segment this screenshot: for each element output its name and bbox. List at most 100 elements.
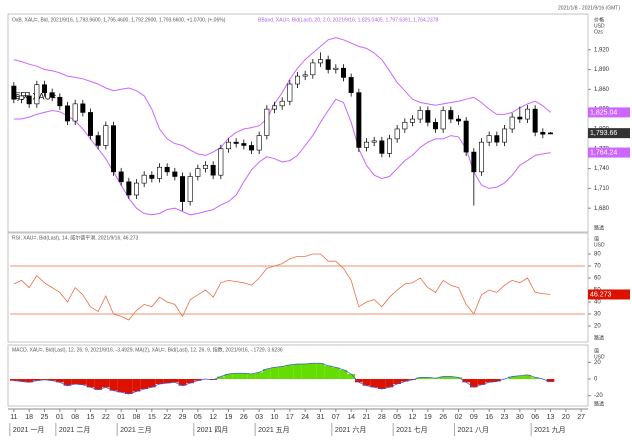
candle-body [149, 174, 155, 179]
axis-title: USD [594, 354, 605, 360]
candle-body [103, 125, 109, 146]
month-label: 2021 七月 [396, 425, 428, 434]
macd-bar [362, 379, 371, 386]
macd-bar [71, 379, 79, 384]
macd-bar [546, 379, 555, 382]
x-tick-label: 19 [424, 414, 432, 421]
candle-body [524, 108, 530, 120]
candle-body [348, 77, 354, 93]
x-tick-label: 24 [301, 414, 309, 421]
x-tick-label: 28 [378, 414, 386, 421]
candle-body [425, 110, 431, 123]
last-value-label: 1,764.24 [590, 149, 617, 156]
x-tick-label: 11 [10, 414, 17, 421]
x-tick-label: 21 [363, 414, 371, 421]
candle-body [41, 84, 47, 93]
macd-bar [332, 367, 340, 379]
y-tick-label: 1,710 [594, 186, 610, 192]
candle-body [386, 138, 392, 154]
candle-body [455, 118, 461, 122]
macd-bar [10, 379, 18, 381]
x-tick-label: 03 [255, 414, 263, 421]
candle-body [340, 67, 346, 78]
macd-bar [278, 366, 286, 379]
candle-body [478, 141, 484, 173]
month-label: 2021 二月 [59, 426, 91, 434]
candle-body [494, 135, 500, 143]
candle-body [371, 140, 377, 143]
candle-body [11, 85, 17, 100]
candle-body [141, 174, 147, 184]
candle-body [134, 182, 140, 196]
candle-body [417, 110, 423, 120]
last-value-label: 1,825.04 [590, 109, 617, 116]
candle-body [440, 110, 446, 130]
macd-bar [339, 369, 348, 379]
candle-body [72, 103, 78, 122]
y-tick-label: 1,920 [594, 47, 610, 53]
month-label: 2021 五月 [258, 426, 290, 434]
candle-body [363, 141, 369, 148]
candle-body [432, 122, 438, 130]
x-tick-label: 31 [317, 414, 325, 421]
axis-title: Ozs [594, 29, 603, 35]
candle-body [486, 135, 492, 143]
candle-body [195, 168, 201, 177]
x-tick-label: 26 [240, 414, 248, 421]
source-label: 路透 [594, 334, 604, 341]
x-tick-label: 07 [332, 414, 340, 421]
x-tick-label: 19 [225, 414, 233, 421]
candle-body [271, 105, 277, 110]
macd-bar [117, 379, 125, 393]
candle-body [218, 148, 224, 176]
macd-bar [140, 379, 148, 389]
macd-bar [255, 372, 263, 379]
x-tick-label: 29 [179, 414, 187, 421]
x-tick-label: 17 [286, 414, 294, 421]
candle-body [509, 116, 515, 130]
macd-bar [385, 379, 394, 388]
macd-line [13, 362, 551, 395]
last-value-label: 46.273 [590, 291, 612, 298]
candle-body [34, 84, 40, 105]
bollinger-band [13, 98, 551, 216]
candle-body [95, 135, 101, 146]
candle-body [249, 145, 255, 151]
last-value-label: 1,793.66 [590, 130, 617, 137]
candle-body [256, 135, 262, 151]
month-label: 2021 九月 [534, 425, 566, 434]
macd-bar [270, 367, 279, 379]
macd-bar [40, 379, 49, 380]
overlay-label: BBand, XAU=, Bid(Last), 20, 2.0, 2021/9/… [258, 17, 438, 23]
y-tick-label: 20 [594, 324, 601, 330]
macd-bar [155, 379, 164, 384]
last-value-box [588, 289, 630, 300]
candle-body [325, 59, 331, 70]
x-tick-label: 02 [455, 414, 463, 421]
candle-body [26, 95, 32, 105]
macd-bar [286, 364, 294, 379]
rsi-line [13, 253, 551, 321]
bollinger-band [13, 37, 551, 156]
macd-bar [25, 379, 33, 383]
panel-frame [7, 232, 589, 343]
candle-body [157, 166, 163, 179]
macd-bar [224, 374, 233, 379]
x-tick-label: 27 [577, 414, 585, 421]
panel-frame [7, 344, 589, 407]
x-tick-label: 22 [163, 414, 171, 421]
macd-bar [86, 379, 95, 388]
macd-bar [247, 374, 256, 379]
macd-bar [301, 364, 309, 379]
x-tick-label: 01 [56, 414, 64, 421]
macd-bar [393, 379, 401, 384]
x-tick-label: 25 [41, 414, 49, 421]
candle-body [118, 171, 124, 183]
macd-bar [186, 379, 194, 384]
last-value-box [588, 147, 630, 158]
date-range: 2021/1/8 - 2021/9/16 (GMT) [558, 5, 620, 11]
axis-title: 值 [594, 347, 599, 354]
panel-title: RSI, XAU=, Bid(Last), 14, 威尔德平滑, 2021/9/… [12, 234, 139, 241]
macd-bar [240, 373, 248, 379]
